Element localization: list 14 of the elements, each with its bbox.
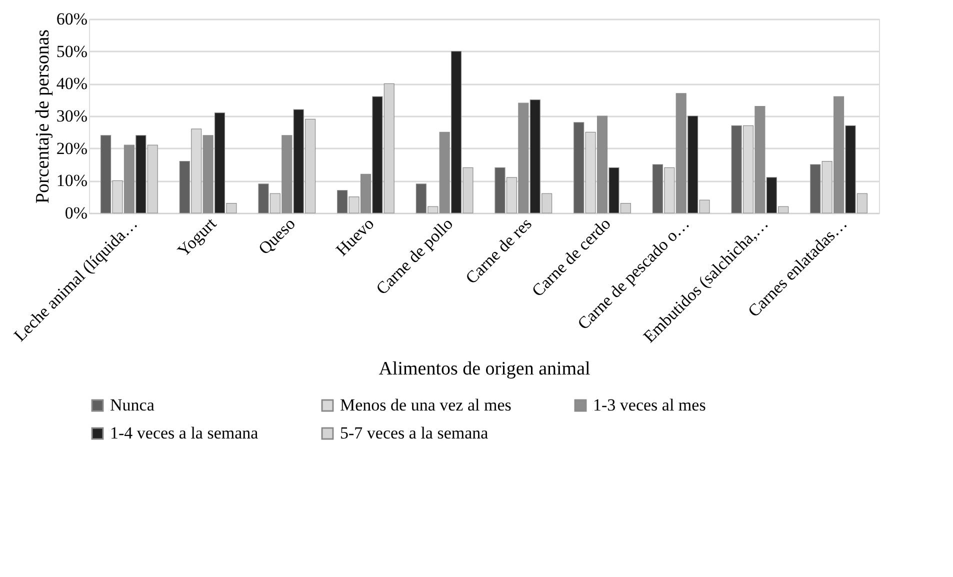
y-tick-label: 0% bbox=[64, 204, 88, 222]
y-tick-label: 20% bbox=[56, 138, 88, 158]
y-axis-title: Porcentaje de personas bbox=[32, 29, 54, 204]
y-tick-label: 60% bbox=[56, 10, 88, 28]
legend-label: 5-7 veces a la semana bbox=[340, 424, 489, 442]
legend-label: 1-3 veces al mes bbox=[593, 396, 706, 415]
y-tick-label: 30% bbox=[56, 106, 88, 126]
legend-label: Menos de una vez al mes bbox=[340, 396, 512, 415]
y-tick-label: 10% bbox=[56, 171, 88, 190]
y-tick-label: 50% bbox=[56, 42, 88, 61]
x-axis-title: Alimentos de origen animal bbox=[378, 358, 590, 380]
legend-label: Nunca bbox=[110, 396, 155, 415]
y-tick-label: 40% bbox=[56, 74, 88, 94]
legend-label: 1-4 veces a la semana bbox=[110, 424, 259, 442]
